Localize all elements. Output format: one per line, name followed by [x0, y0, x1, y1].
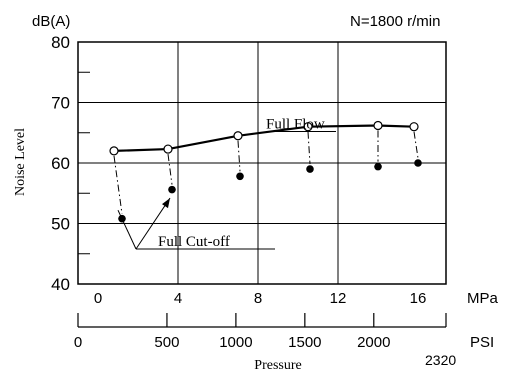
y-axis-unit: dB(A): [32, 13, 70, 30]
psi-tick-label: 500: [154, 334, 179, 351]
psi-tick-label: 2000: [357, 334, 390, 351]
psi-tick-label: 0: [74, 334, 82, 351]
dash-connector: [237, 140, 241, 172]
psi-tick-label: 1500: [288, 334, 321, 351]
mpa-tick-label: 12: [330, 290, 347, 307]
dash-connector: [413, 131, 419, 159]
dash-connector: [113, 155, 123, 214]
psi-axis: 0 500 1000 1500 2000: [74, 313, 447, 351]
cut-off-arrowhead: [162, 198, 170, 209]
full-cut-off-label: Full Cut-off: [158, 234, 230, 250]
full-cut-off-point: [374, 162, 382, 171]
grid: [78, 42, 446, 284]
full-flow-point: [373, 120, 383, 131]
y-tick-label: 40: [51, 275, 70, 294]
mpa-tick-label: 16: [410, 290, 427, 307]
dash-connector: [167, 154, 173, 185]
mpa-axis-unit: MPa: [467, 290, 499, 307]
mpa-tick-label: 4: [174, 290, 182, 307]
full-flow-point: [233, 131, 243, 141]
full-cut-off-point: [306, 165, 314, 173]
full-flow-label: Full Flow: [266, 117, 325, 133]
mpa-axis: 0 4 8 12 16: [94, 290, 427, 307]
cut-off-leader-right: [135, 197, 171, 250]
full-flow-point: [109, 146, 119, 156]
mpa-tick-label: 8: [254, 290, 262, 307]
full-cut-off-point: [414, 159, 422, 167]
series-labels: Full Flow Full Cut-off: [117, 117, 336, 250]
full-cut-off-point: [236, 172, 244, 181]
y-tick-label: 60: [51, 154, 70, 173]
y-tick-label: 70: [51, 94, 70, 113]
y-axis-title: Noise Level: [13, 128, 28, 196]
cut-off-leader-left: [117, 209, 137, 250]
y-axis-ticks: 40 50 60 70 80: [51, 33, 70, 294]
y-tick-label: 80: [51, 33, 70, 52]
condition-label: N=1800 r/min: [350, 13, 440, 30]
y-tick-label: 50: [51, 215, 70, 234]
dash-connector: [307, 131, 311, 165]
full-cut-off-point: [168, 185, 176, 194]
psi-tick-label: 1000: [219, 334, 252, 351]
x-axis-title: Pressure: [254, 358, 301, 373]
psi-axis-unit: PSI: [470, 334, 494, 351]
series-layer: [109, 120, 422, 223]
full-flow-point: [303, 122, 313, 132]
mpa-tick-label: 0: [94, 290, 102, 307]
psi-max-label: 2320: [425, 352, 456, 368]
full-flow-point: [163, 144, 173, 154]
full-flow-point: [409, 122, 419, 132]
plot-frame: [77, 41, 447, 285]
full-flow-line: [113, 124, 415, 152]
